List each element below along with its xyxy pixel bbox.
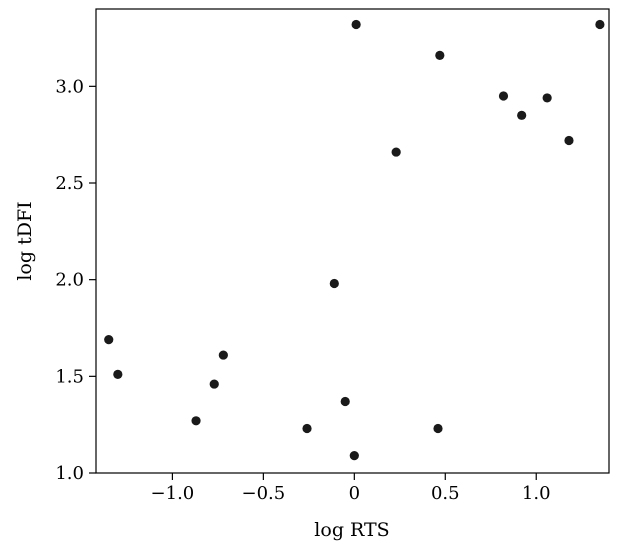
y-axis: 1.0 1.5 2.0 2.5 3.0	[55, 76, 96, 484]
x-tick-label: −1.0	[151, 483, 195, 504]
x-tick-label: 1.0	[522, 483, 551, 504]
y-tick-label: 1.5	[55, 366, 84, 387]
data-point	[391, 147, 401, 157]
data-point	[302, 423, 312, 434]
y-tick-label: 2.0	[55, 270, 84, 291]
y-tick-label: 3.0	[55, 76, 84, 97]
data-point	[517, 110, 527, 120]
data-points	[104, 19, 605, 461]
data-point	[349, 451, 359, 461]
plot-frame	[95, 8, 610, 474]
data-point	[498, 91, 509, 101]
data-point	[340, 396, 350, 407]
data-point	[433, 423, 443, 434]
data-point	[113, 369, 123, 379]
x-tick-label: 0	[349, 483, 360, 504]
x-tick-label: 0.5	[431, 483, 460, 504]
y-tick-label: 2.5	[55, 173, 84, 194]
data-point	[595, 19, 605, 30]
data-point	[104, 335, 114, 345]
data-point	[435, 50, 445, 61]
data-point	[351, 19, 361, 30]
x-tick-label: −0.5	[242, 483, 286, 504]
x-axis: −1.0 −0.5 0 0.5 1.0	[151, 473, 551, 504]
y-tick-label: 1.0	[55, 463, 84, 484]
data-point	[329, 278, 339, 289]
x-axis-title: log RTS	[314, 519, 389, 541]
data-point	[564, 135, 574, 146]
data-point	[542, 93, 552, 103]
y-axis-title: log tDFI	[14, 201, 36, 280]
data-point	[191, 416, 201, 426]
data-point	[209, 379, 219, 389]
data-point	[218, 350, 228, 360]
